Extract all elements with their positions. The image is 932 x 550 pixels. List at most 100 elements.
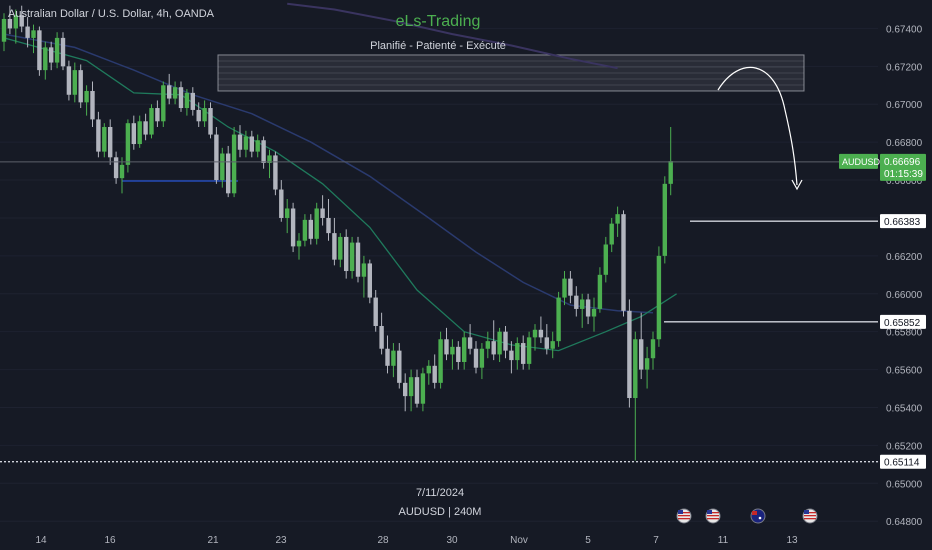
candle[interactable] <box>438 331 443 389</box>
candle[interactable] <box>25 17 30 48</box>
candle[interactable] <box>172 81 178 105</box>
candle[interactable] <box>237 125 243 158</box>
resistance-zone-box[interactable] <box>217 54 805 92</box>
candle[interactable] <box>509 341 514 374</box>
flag-us-icon[interactable] <box>705 508 721 524</box>
forecast-arrow[interactable] <box>717 66 803 191</box>
candle[interactable] <box>190 87 195 116</box>
candle[interactable] <box>208 102 213 139</box>
candle[interactable] <box>202 100 207 127</box>
candle[interactable] <box>668 126 673 196</box>
candle[interactable] <box>403 373 408 412</box>
candle[interactable] <box>420 367 426 412</box>
candle[interactable] <box>119 157 125 194</box>
candle[interactable] <box>349 236 355 279</box>
candle[interactable] <box>526 331 532 370</box>
candle[interactable] <box>644 346 650 389</box>
candle[interactable] <box>78 64 83 109</box>
candle[interactable] <box>332 217 337 266</box>
candle[interactable] <box>379 312 384 355</box>
candle[interactable] <box>249 130 254 158</box>
candle[interactable] <box>279 180 284 222</box>
candle[interactable] <box>196 102 201 127</box>
candle[interactable] <box>656 246 662 347</box>
candle[interactable] <box>302 214 308 247</box>
flag-us-icon[interactable] <box>802 508 818 524</box>
candle[interactable] <box>615 206 620 237</box>
candle[interactable] <box>597 267 603 313</box>
price-axis[interactable]: 0.674000.672000.670000.668000.666000.664… <box>886 24 923 528</box>
candle[interactable] <box>397 343 402 389</box>
candle[interactable] <box>267 149 272 179</box>
candle[interactable] <box>13 9 18 44</box>
candle[interactable] <box>491 320 496 361</box>
candle[interactable] <box>113 151 119 184</box>
candle[interactable] <box>550 331 555 359</box>
candle[interactable] <box>96 111 101 158</box>
candle[interactable] <box>462 331 467 370</box>
candle[interactable] <box>556 291 561 347</box>
candle[interactable] <box>580 293 585 328</box>
candle[interactable] <box>290 202 296 253</box>
candle[interactable] <box>285 199 290 234</box>
candle[interactable] <box>515 337 520 370</box>
candle[interactable] <box>485 331 490 359</box>
candle[interactable] <box>467 324 473 355</box>
time-axis[interactable]: 14 16 21 23 28 30 Nov 5 7 11 13 <box>35 535 798 546</box>
candle[interactable] <box>137 115 142 148</box>
candle[interactable] <box>155 100 160 127</box>
candle[interactable] <box>639 312 644 380</box>
candle[interactable] <box>167 73 172 105</box>
candle[interactable] <box>562 271 567 306</box>
candle[interactable] <box>408 369 414 412</box>
candle[interactable] <box>308 214 313 245</box>
candle[interactable] <box>373 289 378 332</box>
candle[interactable] <box>31 24 36 54</box>
candle[interactable] <box>367 259 372 304</box>
candle[interactable] <box>326 199 331 241</box>
candle[interactable] <box>102 123 107 158</box>
candle[interactable] <box>261 136 266 169</box>
candle[interactable] <box>143 113 148 141</box>
candle[interactable] <box>108 119 113 165</box>
candle[interactable] <box>66 60 72 101</box>
candle[interactable] <box>320 195 325 226</box>
candle[interactable] <box>650 331 656 370</box>
candle[interactable] <box>627 299 632 408</box>
candle[interactable] <box>178 81 184 112</box>
candle[interactable] <box>633 331 638 461</box>
candle[interactable] <box>444 327 449 361</box>
candle[interactable] <box>131 115 136 150</box>
candle[interactable] <box>361 255 367 298</box>
candle[interactable] <box>538 316 544 344</box>
candle[interactable] <box>1 13 7 52</box>
candle[interactable] <box>473 341 479 374</box>
candle[interactable] <box>214 126 219 184</box>
candle[interactable] <box>338 233 343 268</box>
candle[interactable] <box>391 343 396 378</box>
candle[interactable] <box>125 119 131 173</box>
candle[interactable] <box>184 89 190 116</box>
candle[interactable] <box>43 41 48 80</box>
candle[interactable] <box>662 176 667 264</box>
candle[interactable] <box>479 343 485 380</box>
flag-us-icon[interactable] <box>676 508 692 524</box>
candle[interactable] <box>450 339 455 370</box>
candle[interactable] <box>149 104 154 139</box>
candle[interactable] <box>521 335 526 370</box>
candle[interactable] <box>314 202 319 245</box>
candle[interactable] <box>355 236 361 283</box>
candle[interactable] <box>344 229 349 279</box>
candle[interactable] <box>37 26 42 76</box>
candle[interactable] <box>568 271 573 304</box>
candle[interactable] <box>585 293 591 325</box>
candles[interactable] <box>1 5 673 461</box>
candle[interactable] <box>54 32 60 69</box>
candle[interactable] <box>296 233 302 260</box>
candle[interactable] <box>532 324 538 351</box>
candle[interactable] <box>220 147 225 188</box>
candle[interactable] <box>49 41 54 71</box>
candle[interactable] <box>84 85 89 116</box>
candle[interactable] <box>574 286 579 317</box>
